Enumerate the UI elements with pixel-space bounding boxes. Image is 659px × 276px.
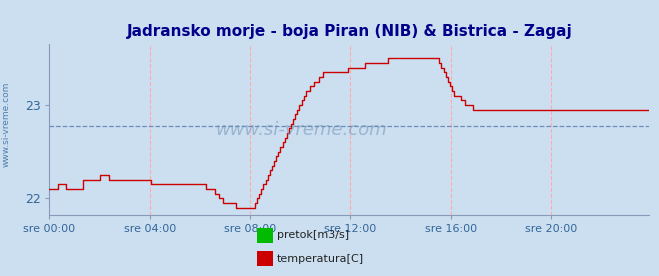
Text: www.si-vreme.com: www.si-vreme.com [2, 81, 11, 167]
Text: www.si-vreme.com: www.si-vreme.com [215, 121, 387, 139]
Title: Jadransko morje - boja Piran (NIB) & Bistrica - Zagaj: Jadransko morje - boja Piran (NIB) & Bis… [127, 24, 572, 39]
Text: pretok[m3/s]: pretok[m3/s] [277, 230, 349, 240]
Text: temperatura[C]: temperatura[C] [277, 254, 364, 264]
